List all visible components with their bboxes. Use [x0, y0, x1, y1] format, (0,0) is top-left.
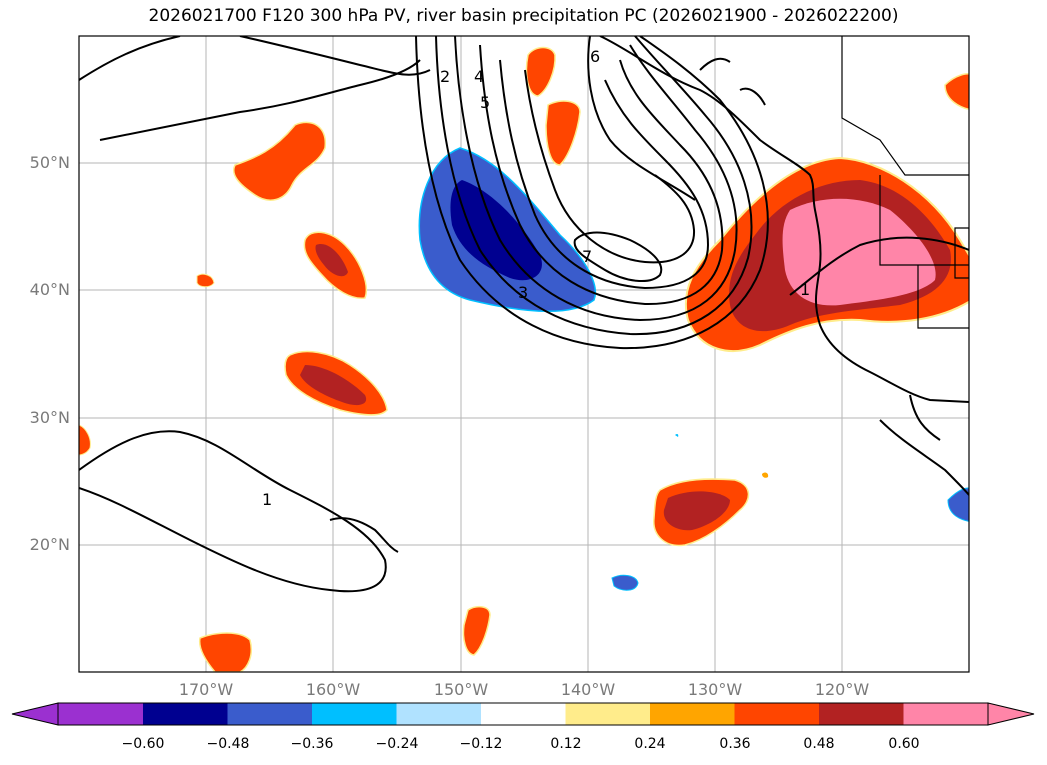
coastline [79, 36, 969, 553]
colorbar-tick: −0.12 [459, 736, 503, 752]
lon-label-140w: 140°W [560, 680, 616, 699]
colorbar-tick: 0.12 [550, 736, 582, 752]
pv-contours [79, 36, 969, 593]
contour-label-6: 6 [590, 47, 600, 66]
colorbar-tick: −0.36 [290, 736, 334, 752]
contour-label-1b: 1 [800, 280, 810, 299]
positive-precip-region [79, 46, 969, 672]
lat-label-30n: 30°N [29, 408, 70, 427]
lon-label-170w: 170°W [178, 680, 234, 699]
colorbar-tick: −0.24 [375, 736, 419, 752]
colorbar-segment [565, 703, 650, 725]
lat-label-20n: 20°N [29, 535, 70, 554]
colorbar-tick: 0.24 [634, 736, 666, 752]
colorbar-tick: 0.60 [888, 736, 920, 752]
colorbar-segment [396, 703, 481, 725]
colorbar-extend-high [987, 702, 1035, 726]
colorbar-segment [227, 703, 312, 725]
map-title: 2026021700 F120 300 hPa PV, river basin … [148, 6, 899, 26]
colorbar-segment [903, 703, 988, 725]
pv-contour-labels: 1 2 3 4 5 6 7 1 [262, 47, 810, 509]
colorbar [11, 702, 1035, 726]
contour-label-2: 2 [440, 67, 450, 86]
map-frame [78, 35, 970, 673]
colorbar-frame [57, 702, 989, 726]
lon-label-160w: 160°W [305, 680, 361, 699]
colorbar-segment [143, 703, 228, 725]
political-borders [841, 36, 969, 329]
contour-label-7: 7 [582, 247, 592, 266]
colorbar-segment [819, 703, 904, 725]
contour-label-5: 5 [480, 93, 490, 112]
colorbar-tick: 0.36 [719, 736, 751, 752]
colorbar-tick: −0.48 [206, 736, 250, 752]
colorbar-segment [734, 703, 819, 725]
graticule [79, 36, 969, 672]
colorbar-segment [650, 703, 735, 725]
colorbar-segment [481, 703, 566, 725]
colorbar-extend-low [11, 702, 59, 726]
lat-label-50n: 50°N [29, 153, 70, 172]
lon-label-120w: 120°W [814, 680, 870, 699]
lon-label-150w: 150°W [433, 680, 489, 699]
colorbar-segment [58, 703, 143, 725]
contour-label-1: 1 [262, 490, 272, 509]
contour-label-3: 3 [518, 283, 528, 302]
map-plot-area: 1 2 3 4 5 6 7 1 [79, 36, 969, 672]
colorbar-tick: −0.60 [121, 736, 165, 752]
lon-label-130w: 130°W [687, 680, 743, 699]
colorbar-tick: 0.48 [803, 736, 835, 752]
colorbar-segment [312, 703, 397, 725]
contour-label-4: 4 [474, 67, 484, 86]
lat-label-40n: 40°N [29, 280, 70, 299]
